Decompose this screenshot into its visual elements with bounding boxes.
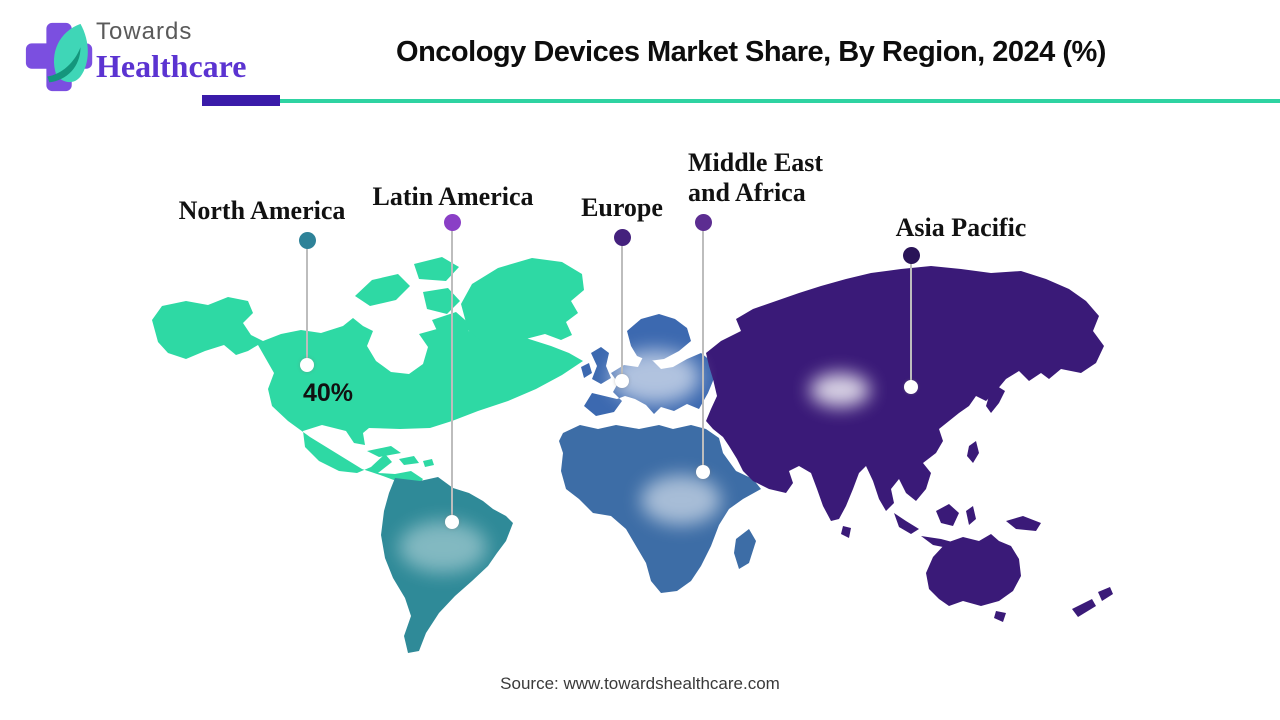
marker-north-america bbox=[299, 232, 316, 249]
leader-line-middle-east-africa bbox=[702, 230, 704, 466]
brand-logo: Towards Healthcare bbox=[14, 10, 334, 100]
label-europe: Europe bbox=[581, 193, 663, 222]
leader-endpoint-asia-pacific bbox=[904, 380, 918, 394]
leader-endpoint-middle-east-africa bbox=[696, 465, 710, 479]
leader-line-asia-pacific bbox=[910, 263, 912, 381]
north-america-region bbox=[152, 257, 584, 487]
marker-latin-america bbox=[444, 214, 461, 231]
leader-endpoint-europe bbox=[615, 374, 629, 388]
marker-asia-pacific bbox=[903, 247, 920, 264]
page-title: Oncology Devices Market Share, By Region… bbox=[396, 36, 1106, 68]
divider-accent-bar bbox=[202, 95, 280, 106]
leader-line-europe bbox=[621, 245, 623, 375]
value-north-america: 40% bbox=[303, 379, 354, 407]
logo-text-towards: Towards bbox=[96, 18, 193, 45]
leader-line-latin-america bbox=[451, 230, 453, 515]
label-north-america: North America bbox=[178, 196, 346, 225]
leader-endpoint-north-america bbox=[300, 358, 314, 372]
logo-text-healthcare: Healthcare bbox=[96, 48, 247, 84]
label-asia-pacific: Asia Pacific bbox=[895, 213, 1027, 242]
healthcare-cross-leaf-icon bbox=[25, 22, 93, 92]
source-note: Source: www.towardshealthcare.com bbox=[500, 674, 780, 693]
marker-europe bbox=[614, 229, 631, 246]
blurred-value-spots bbox=[399, 350, 870, 573]
asia-pacific-region bbox=[706, 266, 1113, 622]
label-latin-america: Latin America bbox=[372, 182, 534, 211]
leader-endpoint-latin-america bbox=[445, 515, 459, 529]
label-middle-east-africa: Middle East and Africa bbox=[688, 148, 824, 207]
leader-line-north-america bbox=[306, 248, 308, 365]
marker-middle-east-africa bbox=[695, 214, 712, 231]
divider-line bbox=[280, 99, 1280, 103]
